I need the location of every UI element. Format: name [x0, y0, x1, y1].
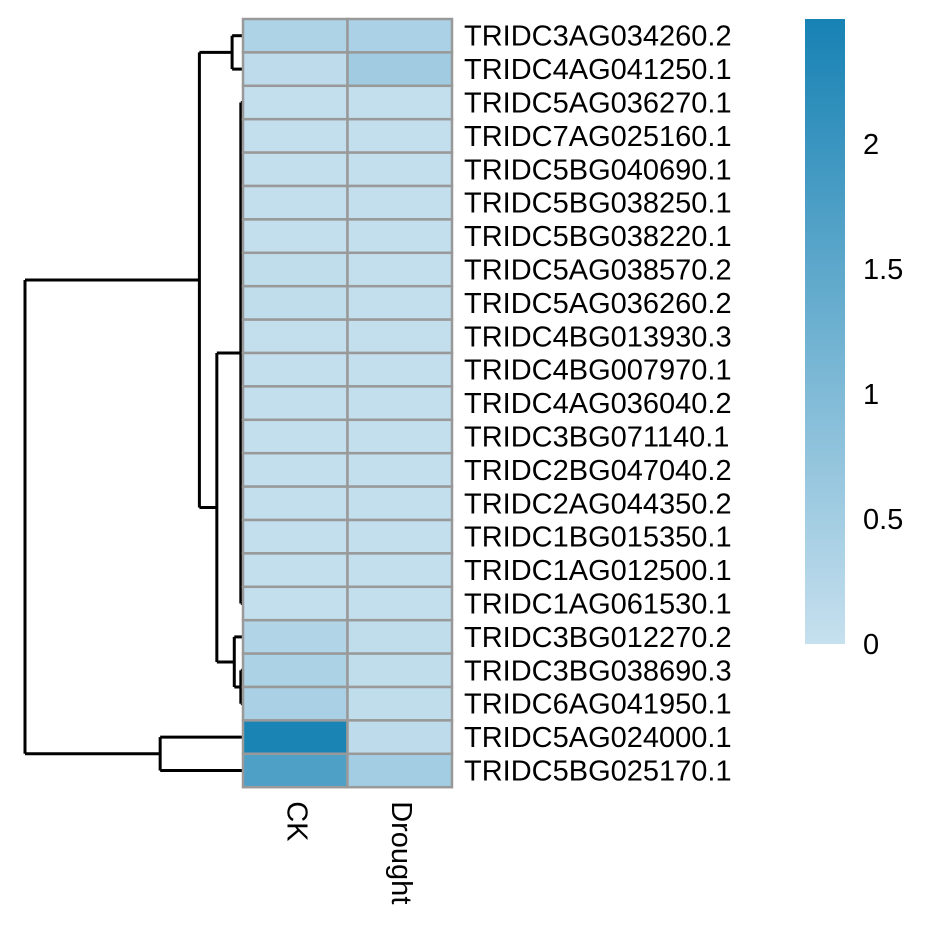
heatmap-cell [346, 184, 454, 221]
heatmap-cell [346, 385, 454, 422]
heatmap-cell [241, 251, 349, 288]
heatmap-cell [346, 51, 454, 88]
row-label: TRIDC5BG040690.1 [464, 154, 732, 186]
legend-tick-label: 0 [863, 629, 879, 661]
row-label: TRIDC4AG041250.1 [464, 54, 732, 86]
row-label: TRIDC3AG034260.2 [464, 21, 732, 53]
legend-color-bar [805, 19, 845, 644]
heatmap-cell [346, 251, 454, 288]
heatmap-cell [346, 151, 454, 188]
legend-tick-label: 2 [863, 129, 879, 161]
heatmap-cell [346, 652, 454, 689]
heatmap-cell [346, 518, 454, 555]
heatmap-cell [241, 451, 349, 488]
row-label: TRIDC1AG061530.1 [464, 589, 732, 621]
heatmap-cell [346, 752, 454, 789]
row-label: TRIDC1BG015350.1 [464, 522, 732, 554]
heatmap-cell [346, 485, 454, 522]
row-label: TRIDC5AG038570.2 [464, 255, 732, 287]
row-label: TRIDC5AG036270.1 [464, 88, 732, 120]
heatmap-cell [241, 117, 349, 154]
heatmap-cell [346, 318, 454, 355]
row-label: TRIDC5BG025170.1 [464, 756, 732, 788]
row-label: TRIDC4BG013930.3 [464, 321, 732, 353]
row-label: TRIDC7AG025160.1 [464, 121, 732, 153]
heatmap-cell [346, 685, 454, 722]
heatmap-cell [346, 451, 454, 488]
heatmap-cell [241, 218, 349, 255]
heatmap-cell [241, 719, 349, 756]
heatmap-cell [241, 351, 349, 388]
heatmap-cell [241, 17, 349, 54]
row-label: TRIDC3BG038690.3 [464, 655, 732, 687]
heatmap-cell [241, 752, 349, 789]
heatmap-cell [346, 284, 454, 321]
row-label: TRIDC3BG071140.1 [464, 422, 729, 454]
row-label: TRIDC5BG038220.1 [464, 221, 732, 253]
heatmap-cell [241, 284, 349, 321]
heatmap-cell [241, 385, 349, 422]
column-label: Drought [385, 801, 417, 904]
heatmap-cell [241, 685, 349, 722]
row-label: TRIDC6AG041950.1 [464, 689, 732, 721]
row-dendrogram [23, 34, 243, 772]
heatmap-cells [241, 17, 454, 789]
heatmap-cell [346, 719, 454, 756]
row-label: TRIDC5BG038250.1 [464, 188, 732, 220]
row-labels: TRIDC3AG034260.2TRIDC4AG041250.1TRIDC5AG… [464, 21, 732, 788]
heatmap-cell [346, 117, 454, 154]
heatmap-cell [241, 552, 349, 589]
heatmap-cell [346, 218, 454, 255]
heatmap-cell [241, 485, 349, 522]
heatmap-cell [346, 17, 454, 54]
legend-tick-label: 0.5 [863, 504, 903, 536]
column-labels: CK Drought [281, 801, 418, 904]
heatmap-cell [241, 51, 349, 88]
heatmap-cell [346, 552, 454, 589]
heatmap-cell [241, 618, 349, 655]
row-label: TRIDC1AG012500.1 [464, 555, 732, 587]
heatmap-cell [241, 418, 349, 455]
legend-tick-label: 1.5 [863, 254, 903, 286]
heatmap-cell [241, 184, 349, 221]
heatmap-cell [241, 151, 349, 188]
heatmap-cell [241, 318, 349, 355]
heatmap-cell [241, 84, 349, 121]
row-label: TRIDC2BG047040.2 [464, 455, 732, 487]
heatmap-cell [241, 518, 349, 555]
row-label: TRIDC4BG007970.1 [464, 355, 732, 387]
heatmap-cell [241, 652, 349, 689]
row-label: TRIDC2AG044350.2 [464, 488, 732, 520]
row-label: TRIDC3BG012270.2 [464, 622, 732, 654]
legend-tick-label: 1 [863, 379, 879, 411]
heatmap-cell [346, 585, 454, 622]
column-label: CK [281, 801, 313, 842]
row-label: TRIDC5AG024000.1 [464, 722, 732, 754]
heatmap-cell [346, 351, 454, 388]
row-label: TRIDC4AG036040.2 [464, 388, 732, 420]
heatmap-cell [241, 585, 349, 622]
heatmap-cell [346, 618, 454, 655]
color-legend: 0 0.5 1 1.5 2 [805, 19, 903, 661]
row-label: TRIDC5AG036260.2 [464, 288, 732, 320]
heatmap-cell [346, 84, 454, 121]
heatmap-cell [346, 418, 454, 455]
